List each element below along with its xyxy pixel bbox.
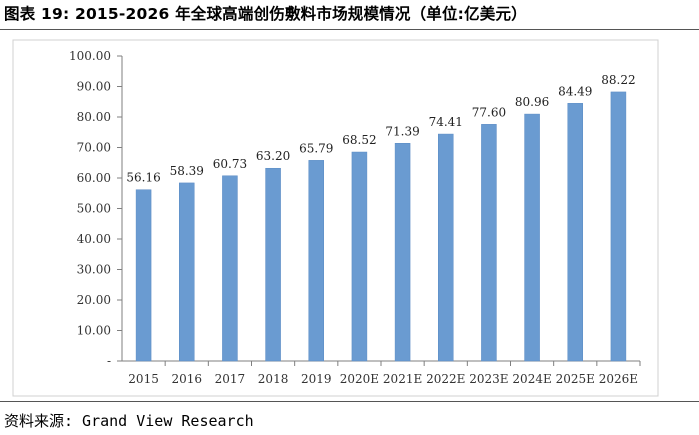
- bar-2020E: [351, 151, 368, 362]
- x-tick-label-2017: 2017: [215, 372, 246, 386]
- bar-2025E: [567, 103, 583, 362]
- x-tick-label-2019: 2019: [301, 372, 332, 386]
- bar-chart: - 10.00 20.00 30.00 40.00 50.00 60.00 70.00 80.0…: [12, 39, 659, 397]
- data-label-2024E: 80.96: [515, 95, 549, 109]
- bar-2018: [265, 167, 281, 362]
- bar-2023E: [481, 124, 497, 362]
- data-label-2023E: 77.60: [472, 105, 506, 119]
- y-tick-label: 100.00: [69, 49, 111, 63]
- x-tick-label-2020E: 2020E: [340, 372, 379, 386]
- bars: [135, 91, 627, 362]
- y-tick-label: 60.00: [77, 171, 111, 185]
- bar-2016: [179, 182, 195, 362]
- data-label-2020E: 68.52: [342, 133, 376, 147]
- x-tick-label-2023E: 2023E: [469, 372, 508, 386]
- data-labels: 56.16 58.39 60.73 63.20 65.79 68.52 71.39 74.41…: [126, 73, 635, 185]
- x-tick-label-2026E: 2026E: [599, 372, 638, 386]
- title-divider: [0, 29, 699, 30]
- bar-2024E: [524, 113, 540, 362]
- y-tick-label: 30.00: [77, 263, 111, 277]
- bar-2015: [135, 189, 152, 362]
- x-axis: 2015 2016 2017 2018 2019 2020E 2021E 2022E 2023E…: [122, 360, 641, 386]
- y-tick-label: 80.00: [77, 110, 111, 124]
- x-tick-label-2016: 2016: [171, 372, 202, 386]
- y-axis: - 10.00 20.00 30.00 40.00 50.00 60.00 70.00 80.0…: [69, 49, 123, 368]
- data-label-2025E: 84.49: [558, 84, 592, 98]
- data-label-2016: 58.39: [170, 164, 204, 178]
- x-tick-label-2015: 2015: [128, 372, 159, 386]
- y-tick-label: 50.00: [77, 202, 111, 216]
- bar-2022E: [438, 133, 454, 362]
- data-label-2019: 65.79: [299, 141, 333, 155]
- y-tick-label: -: [107, 354, 111, 368]
- x-tick-label-2025E: 2025E: [556, 372, 595, 386]
- y-tick-label: 40.00: [77, 232, 111, 246]
- bar-2019: [308, 160, 324, 362]
- x-tick-label-2021E: 2021E: [383, 372, 422, 386]
- data-label-2026E: 88.22: [601, 73, 635, 87]
- source-note: 资料来源: Grand View Research: [4, 412, 254, 430]
- x-tick-label-2018: 2018: [258, 372, 289, 386]
- y-tick-label: 90.00: [77, 80, 111, 94]
- y-tick-label: 20.00: [77, 293, 111, 307]
- bar-2026E: [610, 91, 627, 362]
- bar-2021E: [394, 143, 411, 362]
- bar-2017: [222, 175, 238, 362]
- data-label-2017: 60.73: [213, 157, 247, 171]
- y-tick-label: 70.00: [77, 141, 111, 155]
- chart-title: 图表 19: 2015-2026 年全球高端创伤敷料市场规模情况（单位:亿美元）: [4, 5, 527, 23]
- data-label-2021E: 71.39: [385, 124, 419, 138]
- y-tick-label: 10.00: [77, 324, 111, 338]
- x-tick-label-2024E: 2024E: [512, 372, 551, 386]
- chart-frame: [12, 39, 659, 397]
- x-tick-label-2022E: 2022E: [426, 372, 465, 386]
- data-label-2018: 63.20: [256, 149, 290, 163]
- data-label-2015: 56.16: [126, 171, 160, 185]
- source-divider: [0, 401, 699, 402]
- data-label-2022E: 74.41: [429, 115, 463, 129]
